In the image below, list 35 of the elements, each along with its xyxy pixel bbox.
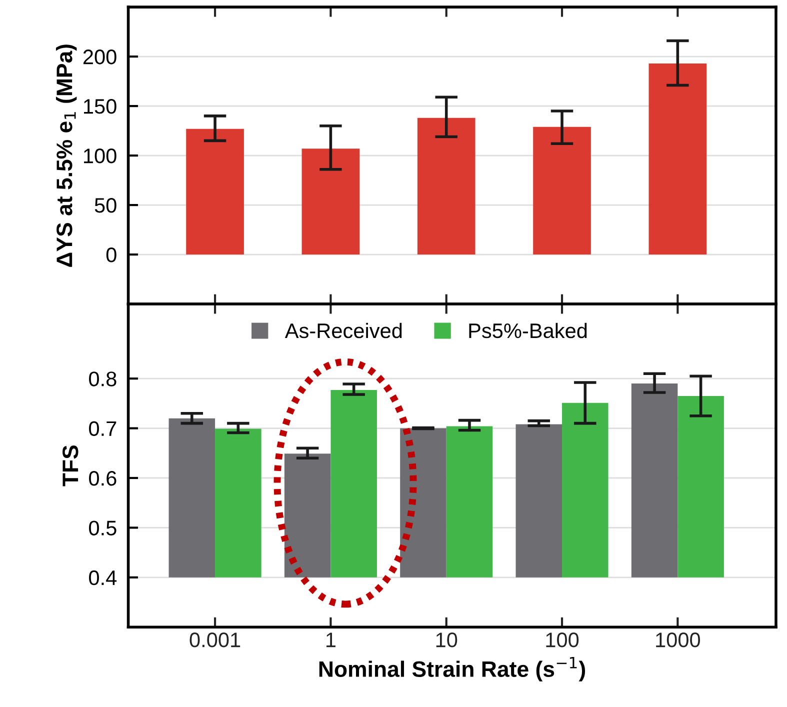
x-axis-title: Nominal Strain Rate (s$^{−1}$) [319, 656, 586, 682]
bar [516, 424, 562, 578]
y-axis-title: ΔYS at 5.5% e$_{1}$ (MPa) [56, 44, 77, 267]
y-tick-label: 0 [106, 248, 116, 262]
x-tick-label: 1 [326, 632, 336, 648]
x-tick-label: 0.001 [190, 632, 240, 648]
bar [400, 428, 446, 578]
y-tick-label: 0.7 [89, 421, 116, 436]
bar [417, 118, 476, 255]
x-tick-label: 100 [546, 632, 579, 648]
bar [284, 454, 331, 578]
bar [215, 428, 262, 578]
bar [186, 128, 244, 255]
bar [533, 126, 591, 255]
x-tick-label: 1000 [656, 632, 700, 648]
y-axis-title: TFS [62, 445, 78, 486]
bar [562, 402, 608, 578]
y-tick-label: 200 [83, 50, 116, 64]
bar [678, 396, 724, 578]
y-tick-label: 0.8 [89, 372, 116, 386]
x-tick-label: 10 [436, 632, 458, 648]
y-tick-label: 0.5 [89, 520, 116, 536]
bar [446, 426, 493, 578]
legend-label: Ps5%-Baked [469, 322, 587, 338]
bar [648, 63, 707, 255]
bar [631, 384, 678, 578]
bar [302, 148, 360, 255]
y-tick-label: 0.6 [89, 470, 116, 486]
y-tick-label: 0.4 [89, 570, 117, 586]
bar [330, 390, 377, 578]
bar [168, 418, 216, 578]
legend-label: As-Received [284, 322, 402, 338]
y-tick-label: 150 [84, 99, 116, 114]
y-tick-label: 50 [94, 198, 116, 213]
y-tick-label: 100 [84, 148, 116, 164]
